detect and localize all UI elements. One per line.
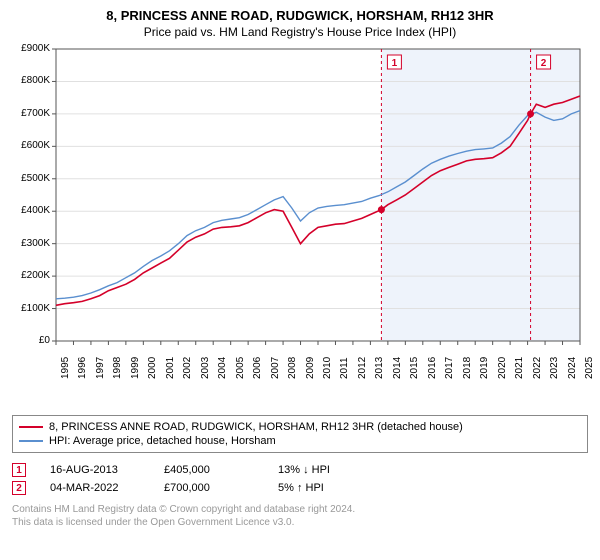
y-axis-label: £0 <box>10 335 50 346</box>
sale-price: £700,000 <box>164 482 254 494</box>
y-axis-label: £900K <box>10 43 50 54</box>
x-axis-label: 2009 <box>305 349 316 379</box>
sale-marker: 1 <box>12 463 26 477</box>
sales-table: 1 16-AUG-2013 £405,000 13% ↓ HPI 2 04-MAR-202… <box>12 461 588 497</box>
legend-item: HPI: Average price, detached house, Hors… <box>19 434 581 448</box>
x-axis-label: 2020 <box>497 349 508 379</box>
x-axis-label: 1995 <box>60 349 71 379</box>
sale-date: 16-AUG-2013 <box>50 464 140 476</box>
license-text: Contains HM Land Registry data © Crown c… <box>12 503 588 529</box>
y-axis-label: £800K <box>10 75 50 86</box>
x-axis-label: 2006 <box>252 349 263 379</box>
x-axis-label: 2007 <box>270 349 281 379</box>
legend-label: HPI: Average price, detached house, Hors… <box>49 435 276 447</box>
legend-swatch <box>19 426 43 428</box>
x-axis-label: 2001 <box>165 349 176 379</box>
x-axis-label: 2005 <box>235 349 246 379</box>
x-axis-label: 1999 <box>130 349 141 379</box>
x-axis-label: 2013 <box>374 349 385 379</box>
x-axis-label: 2025 <box>584 349 595 379</box>
y-axis-label: £700K <box>10 108 50 119</box>
x-axis-label: 1996 <box>77 349 88 379</box>
x-axis-label: 2019 <box>479 349 490 379</box>
sale-price: £405,000 <box>164 464 254 476</box>
x-axis-label: 2008 <box>287 349 298 379</box>
price-chart: 1 2 £0 £100K £200K £300K £400K £500K £600K £700K £… <box>12 45 588 377</box>
x-axis-label: 2024 <box>567 349 578 379</box>
sale-date: 04-MAR-2022 <box>50 482 140 494</box>
y-axis-label: £600K <box>10 140 50 151</box>
x-axis-label: 2021 <box>514 349 525 379</box>
x-axis-label: 2016 <box>427 349 438 379</box>
chart-title: 8, PRINCESS ANNE ROAD, RUDGWICK, HORSHAM… <box>12 8 588 23</box>
sale-marker: 2 <box>12 481 26 495</box>
x-axis-label: 2011 <box>339 349 350 379</box>
x-axis-label: 2014 <box>392 349 403 379</box>
x-axis-label: 2012 <box>357 349 368 379</box>
svg-text:2: 2 <box>541 58 547 69</box>
sale-delta: 5% ↑ HPI <box>278 482 368 494</box>
x-axis-label: 1998 <box>112 349 123 379</box>
sale-row: 2 04-MAR-2022 £700,000 5% ↑ HPI <box>12 479 588 497</box>
legend-item: 8, PRINCESS ANNE ROAD, RUDGWICK, HORSHAM… <box>19 420 581 434</box>
y-axis-label: £500K <box>10 173 50 184</box>
x-axis-label: 2023 <box>549 349 560 379</box>
y-axis-label: £200K <box>10 270 50 281</box>
svg-text:1: 1 <box>392 58 398 69</box>
x-axis-label: 2010 <box>322 349 333 379</box>
license-line: This data is licensed under the Open Gov… <box>12 516 588 529</box>
legend: 8, PRINCESS ANNE ROAD, RUDGWICK, HORSHAM… <box>12 415 588 453</box>
license-line: Contains HM Land Registry data © Crown c… <box>12 503 588 516</box>
x-axis-label: 2003 <box>200 349 211 379</box>
chart-subtitle: Price paid vs. HM Land Registry's House … <box>12 25 588 39</box>
x-axis-label: 2004 <box>217 349 228 379</box>
legend-swatch <box>19 440 43 442</box>
x-axis-label: 2002 <box>182 349 193 379</box>
legend-label: 8, PRINCESS ANNE ROAD, RUDGWICK, HORSHAM… <box>49 421 463 433</box>
x-axis-label: 2000 <box>147 349 158 379</box>
sale-row: 1 16-AUG-2013 £405,000 13% ↓ HPI <box>12 461 588 479</box>
y-axis-label: £400K <box>10 205 50 216</box>
x-axis-label: 2018 <box>462 349 473 379</box>
y-axis-label: £100K <box>10 303 50 314</box>
x-axis-label: 2015 <box>409 349 420 379</box>
y-axis-label: £300K <box>10 238 50 249</box>
x-axis-label: 2022 <box>532 349 543 379</box>
x-axis-label: 2017 <box>444 349 455 379</box>
sale-delta: 13% ↓ HPI <box>278 464 368 476</box>
x-axis-label: 1997 <box>95 349 106 379</box>
